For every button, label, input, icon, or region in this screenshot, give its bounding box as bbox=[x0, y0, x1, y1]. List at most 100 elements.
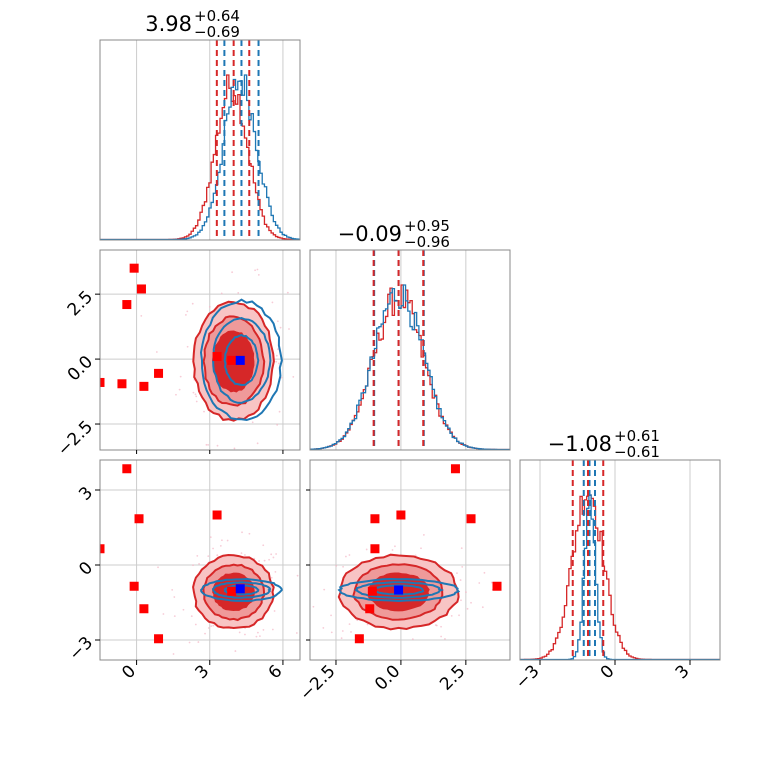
x-tick-label: −3 bbox=[512, 661, 544, 693]
sample-point bbox=[248, 532, 251, 535]
sample-point bbox=[458, 614, 460, 617]
sample-point bbox=[231, 271, 234, 274]
sample-point bbox=[450, 614, 453, 617]
sample-point bbox=[411, 638, 414, 641]
panel-title-minus: −0.61 bbox=[614, 443, 660, 461]
marker-red bbox=[129, 263, 139, 273]
scatter-panel-1-0 bbox=[100, 250, 307, 454]
sample-point bbox=[256, 268, 259, 271]
marker-red bbox=[122, 464, 132, 474]
sample-point bbox=[240, 552, 243, 555]
sample-point bbox=[422, 534, 425, 536]
sample-point bbox=[194, 623, 197, 626]
marker-red bbox=[134, 514, 144, 524]
sample-point bbox=[182, 608, 185, 611]
sample-point bbox=[296, 574, 299, 577]
marker-red bbox=[492, 581, 502, 591]
marker-red bbox=[117, 379, 127, 389]
x-tick-label: 2.5 bbox=[436, 661, 469, 694]
marker-red bbox=[154, 368, 164, 378]
marker-red bbox=[129, 581, 139, 591]
sample-point bbox=[192, 391, 195, 394]
sample-point bbox=[185, 314, 187, 316]
sample-point bbox=[179, 375, 182, 378]
sample-point bbox=[244, 554, 246, 556]
sample-point bbox=[204, 632, 206, 635]
sample-point bbox=[272, 556, 275, 559]
y-tick-label: 0.0 bbox=[64, 352, 97, 385]
panel-title-value: −1.08 bbox=[548, 432, 612, 456]
sample-point bbox=[173, 596, 176, 598]
sample-point bbox=[305, 439, 307, 441]
sample-point bbox=[173, 615, 176, 618]
sample-point bbox=[188, 641, 191, 644]
sample-point bbox=[258, 560, 260, 562]
sample-point bbox=[256, 442, 259, 445]
marker-red bbox=[365, 604, 375, 614]
marker-red bbox=[227, 586, 237, 596]
sample-point bbox=[279, 326, 282, 329]
sample-point bbox=[322, 627, 325, 629]
sample-point bbox=[330, 631, 333, 634]
histogram-blue bbox=[310, 284, 510, 450]
panel-frame bbox=[99, 249, 301, 451]
sample-point bbox=[420, 547, 422, 550]
sample-point bbox=[271, 628, 274, 631]
panel-frame bbox=[309, 249, 511, 451]
contour-blue bbox=[354, 581, 445, 599]
sample-point bbox=[470, 601, 472, 604]
sample-point bbox=[288, 328, 290, 330]
panel-title-plus: +0.95 bbox=[404, 217, 450, 235]
sample-point bbox=[254, 269, 257, 272]
marker-red bbox=[354, 634, 364, 644]
panel-title-plus: +0.61 bbox=[614, 427, 660, 445]
sample-point bbox=[270, 553, 273, 556]
marker-red bbox=[212, 510, 222, 520]
marker-blue bbox=[235, 355, 245, 365]
sample-point bbox=[256, 631, 259, 634]
sample-point bbox=[205, 452, 207, 454]
sample-point bbox=[440, 635, 443, 638]
sample-point bbox=[341, 630, 344, 632]
sample-point bbox=[271, 301, 274, 304]
contour-group bbox=[312, 464, 502, 644]
sample-point bbox=[275, 553, 277, 555]
sample-point bbox=[208, 305, 211, 308]
diagonal-panel-2 bbox=[520, 460, 720, 660]
sample-point bbox=[212, 624, 215, 627]
sample-point bbox=[350, 631, 352, 633]
marker-red bbox=[100, 377, 105, 387]
sample-point bbox=[220, 292, 223, 295]
sample-point bbox=[295, 632, 298, 634]
sample-point bbox=[255, 635, 258, 638]
sample-point bbox=[465, 591, 467, 594]
sample-point bbox=[435, 624, 438, 627]
sample-point bbox=[192, 564, 194, 567]
sample-point bbox=[348, 623, 351, 626]
sample-point bbox=[218, 689, 220, 691]
sample-point bbox=[198, 562, 200, 565]
sample-point bbox=[207, 627, 210, 629]
contour-blue bbox=[199, 298, 283, 422]
sample-point bbox=[276, 320, 279, 323]
scatter-panel-2-0 bbox=[100, 460, 300, 691]
sample-point bbox=[216, 444, 219, 447]
sample-point bbox=[259, 635, 261, 637]
sample-point bbox=[276, 423, 279, 426]
marker-red bbox=[367, 586, 377, 596]
marker-red bbox=[450, 464, 460, 474]
sample-point bbox=[195, 400, 198, 403]
panel-title-minus: −0.69 bbox=[194, 23, 240, 41]
sample-point bbox=[216, 554, 219, 557]
panel-title-plus: +0.64 bbox=[194, 7, 240, 25]
sample-point bbox=[286, 291, 289, 294]
sample-point bbox=[340, 637, 343, 640]
sample-point bbox=[197, 641, 200, 643]
sample-point bbox=[345, 555, 347, 558]
sample-point bbox=[251, 421, 254, 424]
histogram-red bbox=[100, 74, 300, 240]
sample-point bbox=[178, 388, 181, 391]
sample-point bbox=[365, 548, 368, 551]
sample-point bbox=[186, 345, 189, 348]
